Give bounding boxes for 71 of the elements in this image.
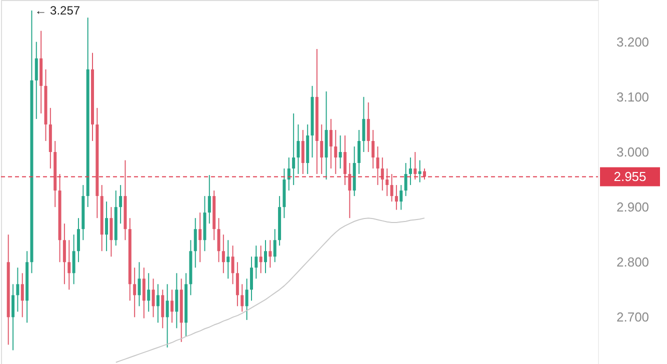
candlestick bbox=[236, 262, 239, 307]
candlestick bbox=[250, 256, 253, 302]
candlestick bbox=[287, 156, 290, 192]
candlestick bbox=[296, 124, 300, 175]
candlestick bbox=[62, 223, 66, 285]
candlestick bbox=[133, 267, 136, 318]
candlestick bbox=[161, 289, 164, 329]
candlestick bbox=[208, 174, 211, 224]
candlestick bbox=[320, 124, 324, 175]
candlestick bbox=[12, 284, 15, 351]
candlestick bbox=[358, 129, 361, 175]
y-tick-label: 3.000 bbox=[616, 144, 650, 160]
candlestick bbox=[408, 156, 412, 186]
candlestick bbox=[226, 240, 230, 280]
candlestick bbox=[72, 234, 76, 285]
candlestick bbox=[386, 168, 389, 197]
candlestick bbox=[34, 41, 38, 120]
candlestick bbox=[119, 184, 122, 224]
candlestick bbox=[362, 96, 366, 152]
candlestick bbox=[418, 160, 422, 183]
line-series bbox=[115, 218, 425, 363]
candlestick bbox=[156, 284, 160, 324]
candlestick bbox=[254, 245, 258, 280]
candlestick bbox=[240, 284, 244, 312]
y-tick-label: 3.100 bbox=[616, 89, 650, 104]
candlestick bbox=[372, 129, 375, 170]
candlestick bbox=[105, 201, 108, 252]
candlestick bbox=[166, 284, 169, 348]
candlestick bbox=[334, 129, 338, 175]
candlestick bbox=[175, 272, 178, 329]
y-tick-label: 2.700 bbox=[616, 310, 650, 325]
candlestick bbox=[194, 218, 197, 268]
candlestick bbox=[394, 184, 398, 210]
candlestick bbox=[142, 267, 146, 319]
candlestick bbox=[400, 184, 403, 210]
candlestick bbox=[414, 151, 417, 180]
y-tick-label: 3.200 bbox=[616, 34, 650, 50]
candlestick bbox=[404, 162, 408, 197]
candlestick bbox=[292, 112, 296, 186]
candlestick bbox=[68, 240, 71, 290]
candlestick bbox=[147, 272, 150, 312]
candlestick bbox=[222, 234, 225, 274]
y-tick-label: 2.900 bbox=[616, 200, 650, 215]
ref-line-label: 2.955 bbox=[614, 168, 646, 184]
candlestick bbox=[217, 218, 220, 263]
candlestick bbox=[152, 278, 155, 318]
candlestick bbox=[348, 162, 352, 219]
candlestick bbox=[376, 146, 380, 186]
candlestick bbox=[76, 218, 80, 263]
candlestick bbox=[259, 245, 262, 274]
candlestick bbox=[264, 240, 268, 274]
candlestick bbox=[20, 272, 24, 318]
candlestick bbox=[344, 134, 347, 186]
candlestick bbox=[301, 129, 304, 175]
candlestick bbox=[366, 102, 370, 152]
candlestick bbox=[198, 212, 202, 263]
candlestick bbox=[110, 206, 113, 258]
candlestick bbox=[380, 156, 384, 192]
annotation: ← 3.257 bbox=[34, 3, 80, 18]
candlestick bbox=[338, 134, 342, 170]
candlestick bbox=[273, 228, 276, 263]
y-tick-label: 2.800 bbox=[616, 254, 650, 270]
candlestick bbox=[268, 240, 272, 268]
candlestick bbox=[422, 168, 426, 180]
candlestick bbox=[231, 245, 234, 285]
candlestick bbox=[329, 118, 332, 170]
candlestick bbox=[390, 174, 394, 202]
candlestick bbox=[138, 262, 141, 307]
candlestick bbox=[170, 289, 174, 324]
candlestick bbox=[16, 267, 20, 312]
candlestick bbox=[245, 278, 248, 320]
